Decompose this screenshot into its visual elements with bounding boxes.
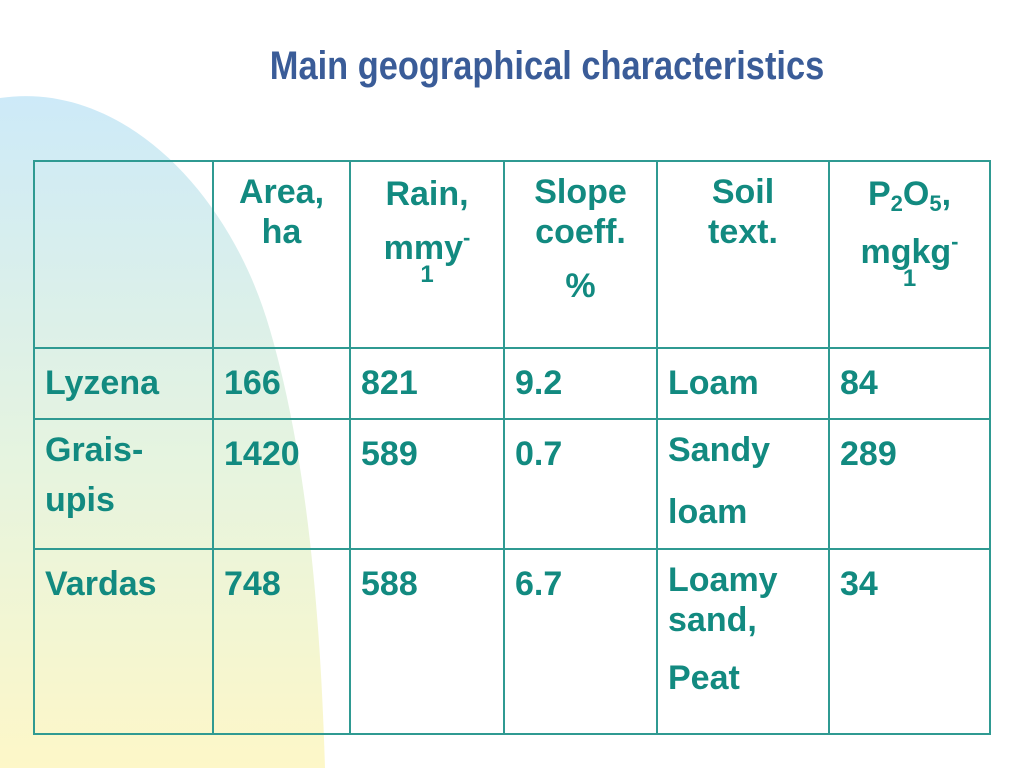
row-soil-line3: Peat [668,659,740,697]
header-corner-cell [33,160,214,349]
header-p2o5-p: P [867,175,891,213]
table-row: Grais- upis 1420 589 0.7 Sandy loam 289 [33,418,991,550]
characteristics-table: Area, ha Rain, mmy- 1 Slope coeff. % Soi… [33,160,991,735]
row-name-cell: Vardas [33,548,214,735]
row-name-line1: Grais- [45,431,144,469]
row-name-cell: Grais- upis [33,418,214,550]
table-row: Lyzena 166 821 9.2 Loam 84 [33,347,991,420]
row-p2o5-cell: 84 [828,347,991,420]
row-p2o5-cell: 289 [828,418,991,550]
row-rain-cell: 589 [349,418,505,550]
row-area-cell: 166 [212,347,351,420]
row-soil-cell: Loamy sand, Peat [656,548,830,735]
row-rain-cell: 821 [349,347,505,420]
row-name-line2: upis [45,481,115,519]
header-p2o5: P2O5, mgkg- 1 [828,160,991,349]
row-soil-cell: Loam [656,347,830,420]
header-slope: Slope coeff. % [503,160,658,349]
header-rain-line2: mmy- [355,225,499,274]
row-slope-cell: 0.7 [503,418,658,550]
header-p2o5-sub1: 2 [890,191,903,216]
header-area-line2: ha [261,213,302,251]
row-p2o5-cell: 34 [828,548,991,735]
page-title: Main geographical characteristics [269,44,825,88]
header-soil-line1: Soil [711,173,775,211]
row-area-cell: 748 [212,548,351,735]
header-slope-line3: % [565,267,596,305]
row-name-cell: Lyzena [33,347,214,420]
row-soil-line2: loam [668,493,748,531]
header-p2o5-unit: mgkg [860,233,952,271]
row-slope-cell: 6.7 [503,548,658,735]
row-name: Vardas [45,565,157,603]
header-rain-line1: Rain, [385,175,469,213]
row-rain-cell: 588 [349,548,505,735]
header-area-line1: Area, [238,173,325,211]
row-soil-line1: Sandy [668,431,771,469]
header-p2o5-line1: P2O5, [834,172,985,220]
header-rain: Rain, mmy- 1 [349,160,505,349]
header-soil-line2: text. [708,213,778,251]
header-p2o5-line3: 1 [902,265,917,292]
header-p2o5-comma: , [941,175,952,213]
header-area: Area, ha [212,160,351,349]
header-slope-line1: Slope [534,173,627,211]
header-rain-line3: 1 [420,261,434,288]
header-p2o5-sub2: 5 [929,191,942,216]
header-slope-line2: coeff. [535,213,626,251]
row-soil-cell: Sandy loam [656,418,830,550]
table-header-row: Area, ha Rain, mmy- 1 Slope coeff. % Soi… [33,160,991,349]
header-p2o5-sup: - [951,229,959,254]
header-rain-unit: mmy [383,229,464,267]
row-soil-line: Loam [668,364,759,402]
header-p2o5-o: O [902,175,930,213]
row-soil-line1: Loamy [668,561,778,599]
header-soil: Soil text. [656,160,830,349]
header-p2o5-line2: mgkg- [834,229,985,278]
table-row: Vardas 748 588 6.7 Loamy sand, Peat 34 [33,548,991,735]
row-area-cell: 1420 [212,418,351,550]
header-rain-sup: - [463,225,471,250]
row-slope-cell: 9.2 [503,347,658,420]
row-name: Lyzena [45,364,160,402]
row-soil-line2: sand, [668,601,757,639]
